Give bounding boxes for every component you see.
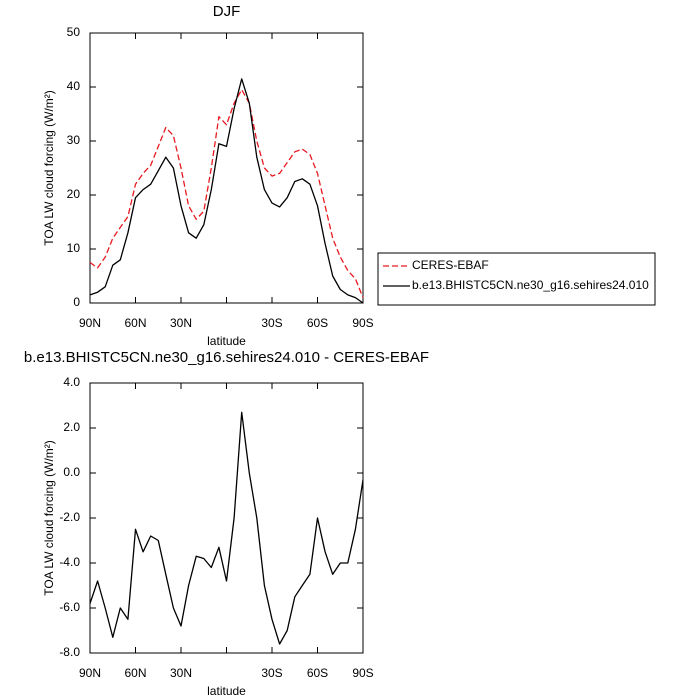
y-tick-label: -8.0 xyxy=(59,645,80,659)
y-tick-label: 30 xyxy=(67,133,81,147)
legend-box xyxy=(377,252,656,306)
plot-frame xyxy=(89,32,364,304)
x-tick-label: 90N xyxy=(79,316,101,330)
x-tick-label: 60N xyxy=(124,316,146,330)
series-line xyxy=(89,78,364,304)
y-tick-label: -2.0 xyxy=(59,510,80,524)
legend-label: CERES-EBAF xyxy=(412,258,489,272)
x-tick-label: 30N xyxy=(170,666,192,680)
x-tick-label: 30S xyxy=(261,666,282,680)
chart-title: b.e13.BHISTC5CN.ne30_g16.sehires24.010 -… xyxy=(24,349,429,366)
x-tick-label: 60S xyxy=(307,316,328,330)
x-tick-label: 30N xyxy=(170,316,192,330)
x-tick-label: 90S xyxy=(352,316,373,330)
x-tick-label: 90S xyxy=(352,666,373,680)
x-tick-label: 60N xyxy=(124,666,146,680)
y-axis-label: TOA LW cloud forcing (W/m²) xyxy=(42,90,56,246)
legend-label: b.e13.BHISTC5CN.ne30_g16.sehires24.010 xyxy=(412,278,649,292)
y-tick-label: 4.0 xyxy=(63,375,80,389)
y-tick-label: 40 xyxy=(67,79,81,93)
y-tick-label: 0.0 xyxy=(63,465,80,479)
y-tick-label: 10 xyxy=(67,241,81,255)
difference-line xyxy=(89,411,364,645)
plot-frame xyxy=(89,382,364,654)
x-axis-label: latitude xyxy=(207,684,246,698)
x-axis-label: latitude xyxy=(207,334,246,348)
y-axis-label: TOA LW cloud forcing (W/m²) xyxy=(42,440,56,596)
x-tick-label: 90N xyxy=(79,666,101,680)
y-tick-label: -6.0 xyxy=(59,600,80,614)
x-tick-label: 30S xyxy=(261,316,282,330)
y-tick-label: 2.0 xyxy=(63,420,80,434)
y-tick-label: 20 xyxy=(67,187,81,201)
x-tick-label: 60S xyxy=(307,666,328,680)
y-tick-label: -4.0 xyxy=(59,555,80,569)
y-tick-label: 0 xyxy=(73,295,80,309)
chart-title: DJF xyxy=(213,3,241,20)
y-tick-label: 50 xyxy=(67,25,81,39)
series-line xyxy=(89,89,364,298)
